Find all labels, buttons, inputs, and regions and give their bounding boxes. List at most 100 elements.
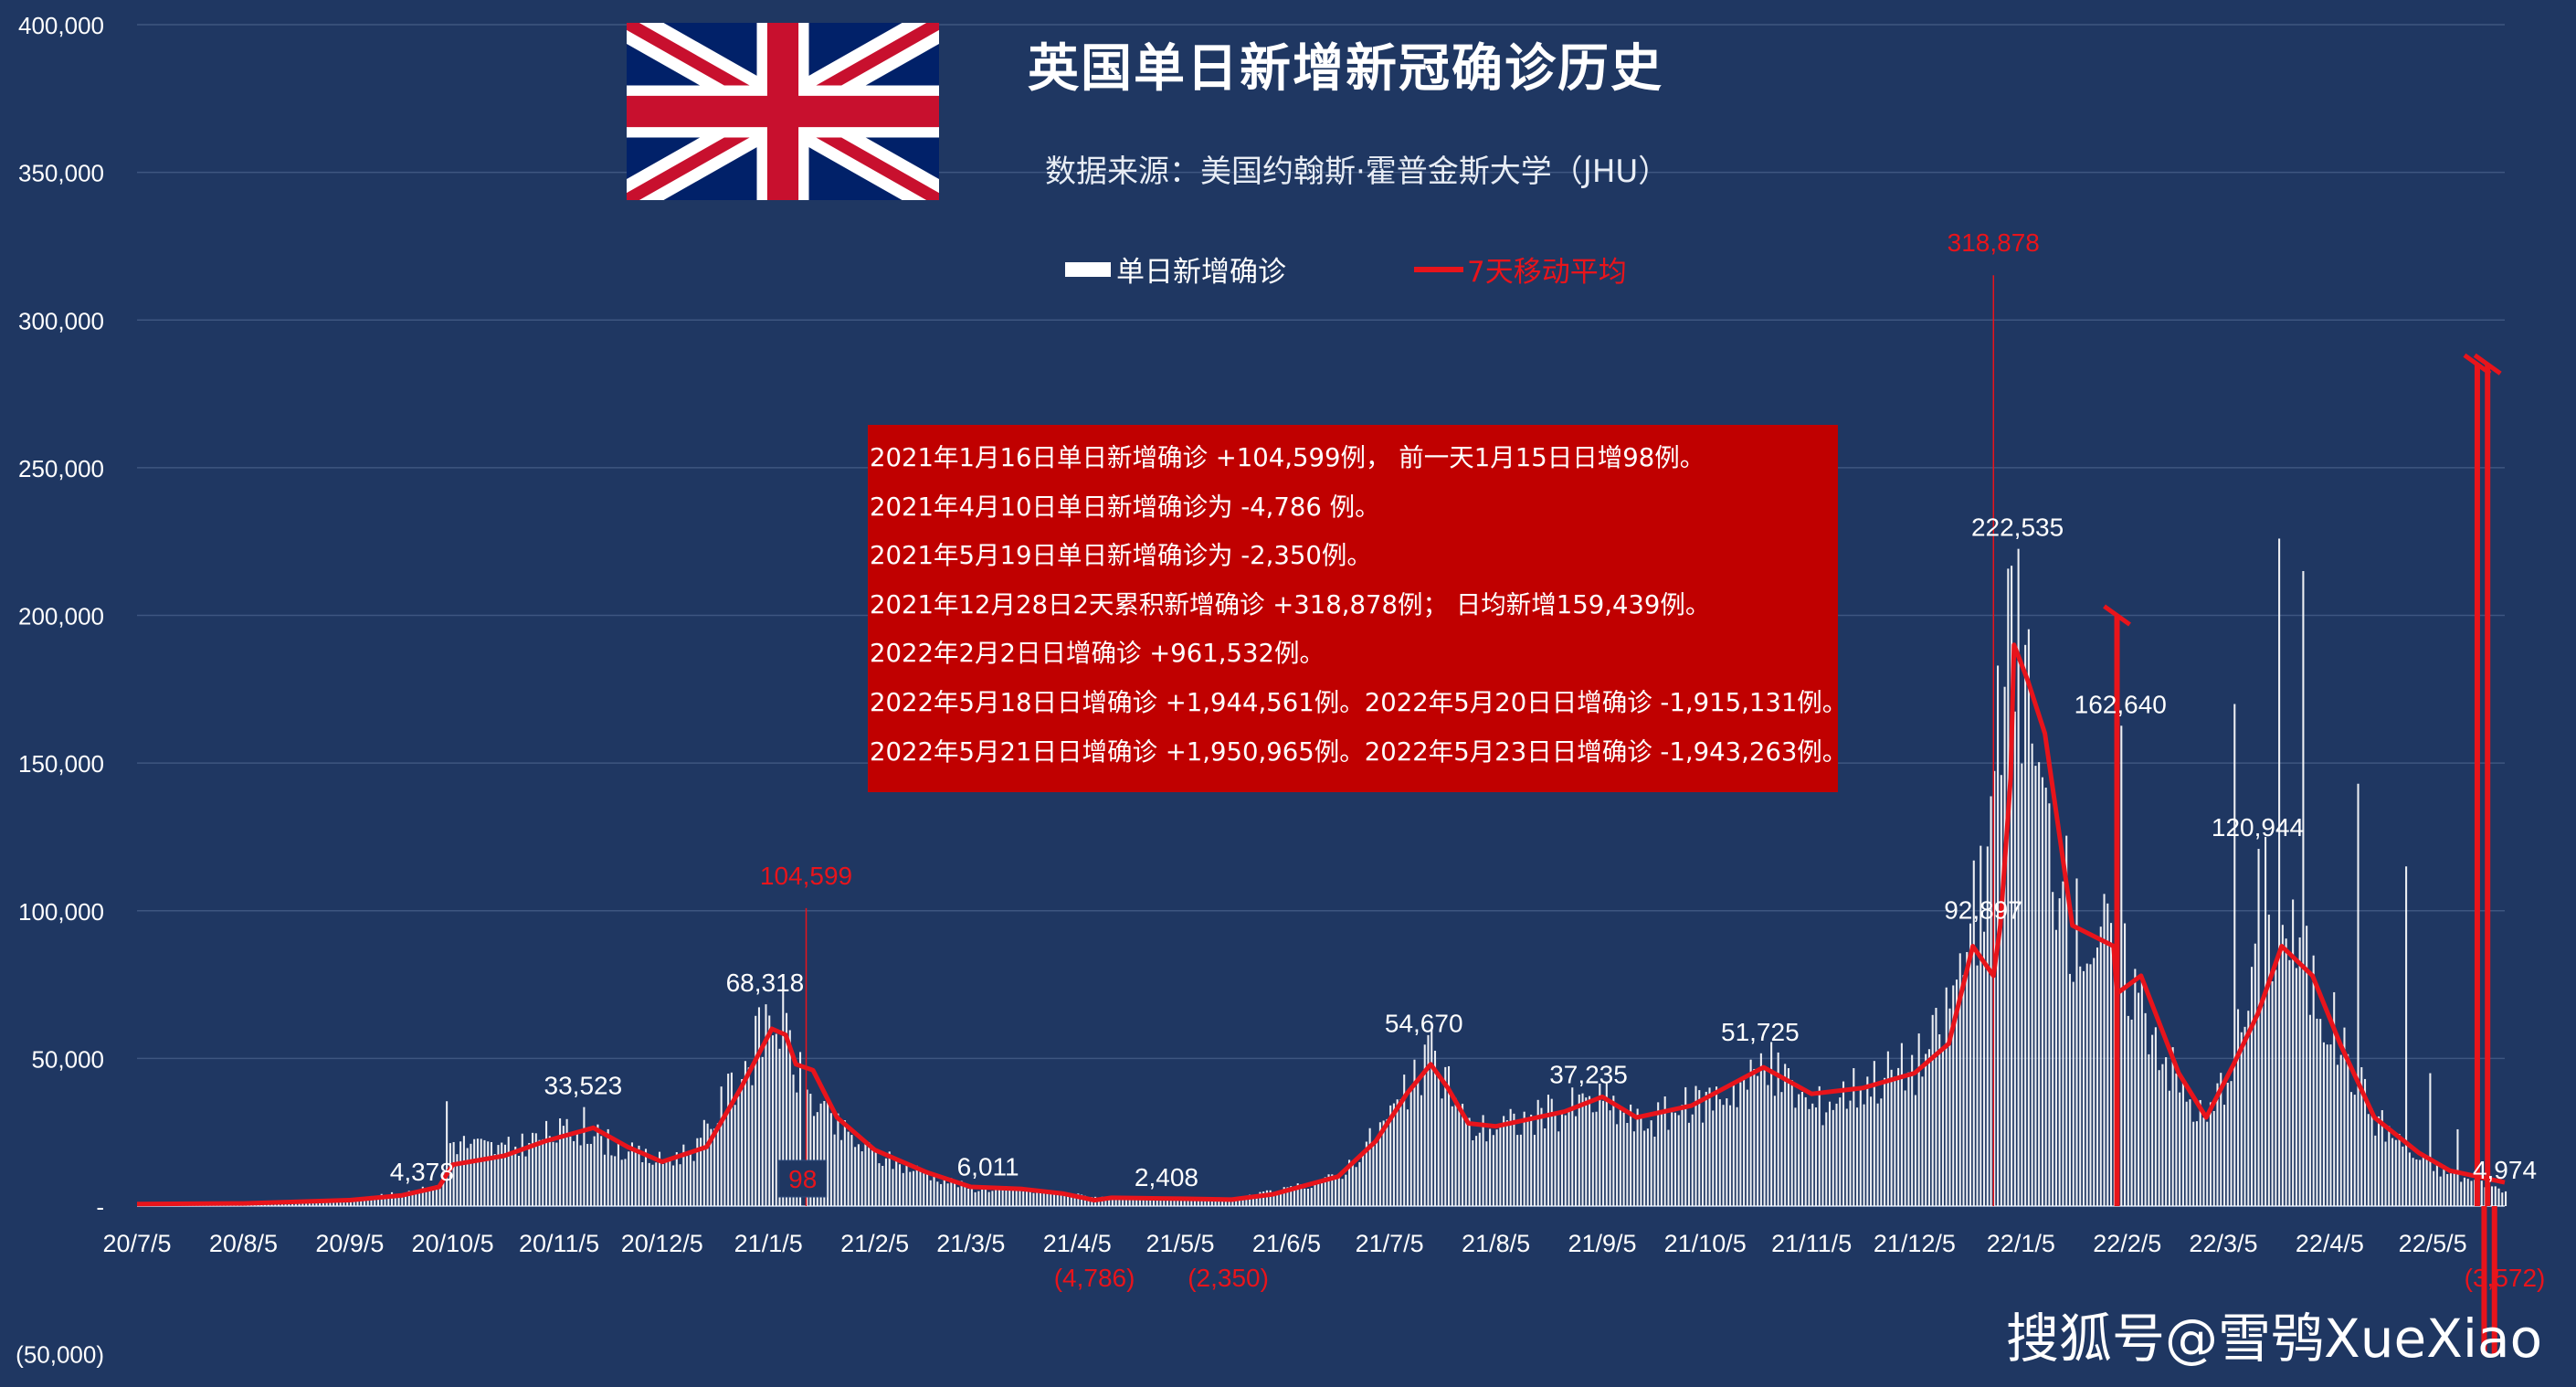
daily-bar (2429, 1073, 2432, 1206)
daily-bar (823, 1101, 826, 1206)
daily-bar (2326, 1044, 2328, 1206)
daily-bar (2456, 1128, 2459, 1206)
daily-bar (829, 1113, 832, 1206)
daily-bar (2089, 964, 2092, 1206)
daily-bar (1087, 1198, 1090, 1206)
daily-bar (301, 1202, 304, 1206)
daily-bar (2226, 1083, 2229, 1206)
daily-bar (2388, 1126, 2391, 1206)
daily-bar (1564, 1115, 1567, 1206)
daily-bar (617, 1142, 619, 1206)
daily-bar (1533, 1134, 1536, 1206)
daily-bar (1585, 1097, 1588, 1206)
daily-bar (2106, 903, 2109, 1206)
daily-bar (2230, 1081, 2233, 1206)
legend-line-label: 7天移动平均 (1467, 256, 1627, 289)
daily-bar (356, 1200, 359, 1206)
daily-bar (2288, 959, 2291, 1206)
daily-bar (1986, 846, 1989, 1206)
daily-bar (2295, 968, 2297, 1206)
daily-bar (2065, 835, 2068, 1206)
daily-bar (1482, 1115, 1484, 1206)
daily-bar (723, 1117, 726, 1206)
daily-bar (2319, 1019, 2322, 1206)
daily-bar (1279, 1193, 1282, 1206)
daily-bar (995, 1188, 998, 1206)
daily-bar (950, 1178, 953, 1206)
moving-average-spike-cap (2103, 604, 2131, 627)
annotation-label: (3,572) (2465, 1264, 2546, 1292)
daily-bar (1317, 1181, 1320, 1206)
daily-bar (710, 1128, 713, 1206)
daily-bar (1190, 1199, 1193, 1206)
daily-bar (2144, 1012, 2147, 1206)
daily-bar (2308, 1014, 2311, 1206)
daily-bar (2433, 1170, 2435, 1206)
daily-bar (1444, 1066, 1447, 1206)
daily-bar (1941, 1046, 1944, 1206)
daily-bar (421, 1186, 424, 1206)
daily-bar (1097, 1199, 1100, 1206)
daily-bar (1042, 1191, 1045, 1206)
daily-bar (466, 1148, 469, 1206)
x-tick-label: 21/11/5 (1771, 1230, 1852, 1257)
daily-bar (1667, 1129, 1670, 1206)
daily-bar (532, 1132, 534, 1206)
daily-bar (661, 1163, 664, 1206)
daily-bar (2453, 1170, 2455, 1206)
daily-bar (593, 1136, 596, 1206)
daily-bar (575, 1133, 578, 1206)
daily-bar (2038, 762, 2041, 1206)
daily-bar (589, 1143, 592, 1206)
daily-bar (1132, 1197, 1135, 1206)
y-tick-label: 50,000 (31, 1045, 104, 1073)
daily-bar (2048, 803, 2051, 1206)
daily-bar (1468, 1117, 1471, 1206)
daily-bar (860, 1151, 863, 1206)
daily-bar (1251, 1195, 1254, 1206)
daily-bar (933, 1173, 935, 1206)
daily-bar (1811, 1103, 1814, 1206)
daily-bar (1753, 1068, 1756, 1206)
y-tick-label: 350,000 (18, 160, 104, 187)
daily-bar (600, 1136, 603, 1206)
daily-bar (696, 1138, 699, 1206)
x-tick-label: 20/12/5 (621, 1230, 703, 1257)
daily-bar (648, 1162, 650, 1206)
daily-bar (792, 1075, 795, 1206)
daily-bar (2171, 1047, 2174, 1206)
daily-bar (1081, 1194, 1083, 1206)
daily-bar (1513, 1113, 1515, 1206)
annotation-label: 37,235 (1549, 1061, 1628, 1089)
daily-bar (1183, 1200, 1186, 1206)
daily-bar (1022, 1191, 1025, 1206)
daily-bar (1825, 1112, 1828, 1206)
y-tick-label: (50,000) (16, 1341, 104, 1369)
daily-bar (757, 1007, 760, 1206)
daily-bar (2306, 926, 2308, 1206)
daily-bar (727, 1074, 730, 1206)
daily-bar (1763, 1070, 1766, 1206)
daily-bar (438, 1187, 441, 1206)
daily-bar (291, 1202, 294, 1206)
daily-bar (751, 1085, 754, 1206)
daily-bar (2247, 1011, 2250, 1206)
daily-bar (2165, 1057, 2168, 1206)
daily-bar (1413, 1059, 1416, 1206)
data-source: 数据来源：美国约翰斯·霍普金斯大学（JHU） (1045, 154, 1670, 190)
daily-bar (833, 1134, 836, 1206)
daily-bar (1265, 1190, 1268, 1206)
daily-bar (1890, 1069, 1893, 1206)
daily-bar (806, 1089, 808, 1206)
daily-bar (2179, 1092, 2181, 1206)
x-tick-label: 20/10/5 (412, 1230, 494, 1257)
daily-bar (1718, 1099, 1721, 1206)
daily-bar (384, 1196, 386, 1206)
daily-bar (456, 1154, 459, 1206)
daily-bar (2281, 925, 2284, 1206)
daily-bar (1348, 1159, 1351, 1206)
daily-bar (1907, 1072, 1910, 1206)
annotation-label: 4,378 (390, 1158, 454, 1186)
daily-bar (2261, 1005, 2264, 1206)
daily-bar (2079, 966, 2082, 1206)
